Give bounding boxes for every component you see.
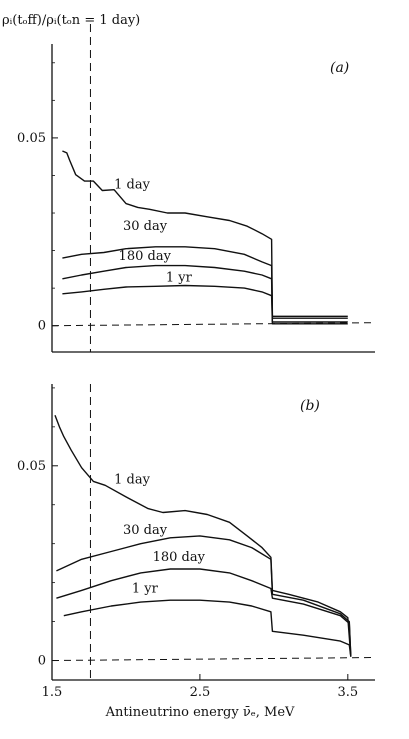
panel-a-ytick-label: 0.05 [17,131,46,146]
panel-b-series-label: 30 day [123,523,168,538]
panel-a-series-label: 30 day [123,219,168,234]
panel-b-zero-line [51,657,375,662]
panel-a-series-1-day [62,150,348,317]
panel-b-series-180-day [56,568,352,657]
panel-a-series-label: 1 yr [166,270,193,285]
panel-b-series-label: 180 day [153,550,206,565]
panel-a-series-label: 1 day [114,178,150,193]
figure-ylabel: ρᵢ(tₒff)/ρᵢ(tₒn = 1 day) [2,13,140,28]
panel-b-series-label: 1 day [114,472,150,487]
panel-b-series-30-day [56,535,352,657]
panel-b-label: (b) [300,398,320,414]
panel-b-xtick-label: 3.5 [337,685,358,700]
panel-b: 0 0.05 1.5 2.5 3.5 (b) 1 day 30 day 180 day 1 yr [17,384,375,700]
figure-xlabel: Antineutrino energy ν̄ₑ, MeV [105,705,295,720]
panel-a-label: (a) [330,60,349,76]
panel-b-xtick-label: 1.5 [42,685,63,700]
panel-a-series-label: 180 day [119,249,172,264]
panel-b-ytick-label: 0.05 [17,459,46,474]
panel-b-xtick-label: 2.5 [190,685,211,700]
panel-b-ytick-label: 0 [38,654,46,669]
panel-a-series-30-day [62,246,348,319]
panel-a: 0 0.05 (a) 1 day 30 day 180 day 1 yr [17,24,375,353]
panel-a-ytick-label: 0 [38,319,46,334]
panel-b-series-1-day [54,414,352,657]
panel-b-series-label: 1 yr [132,581,159,596]
panel-a-series-1-yr [62,284,348,325]
panel-b-series-1-yr [63,599,352,657]
panel-a-series-180-day [62,264,348,323]
